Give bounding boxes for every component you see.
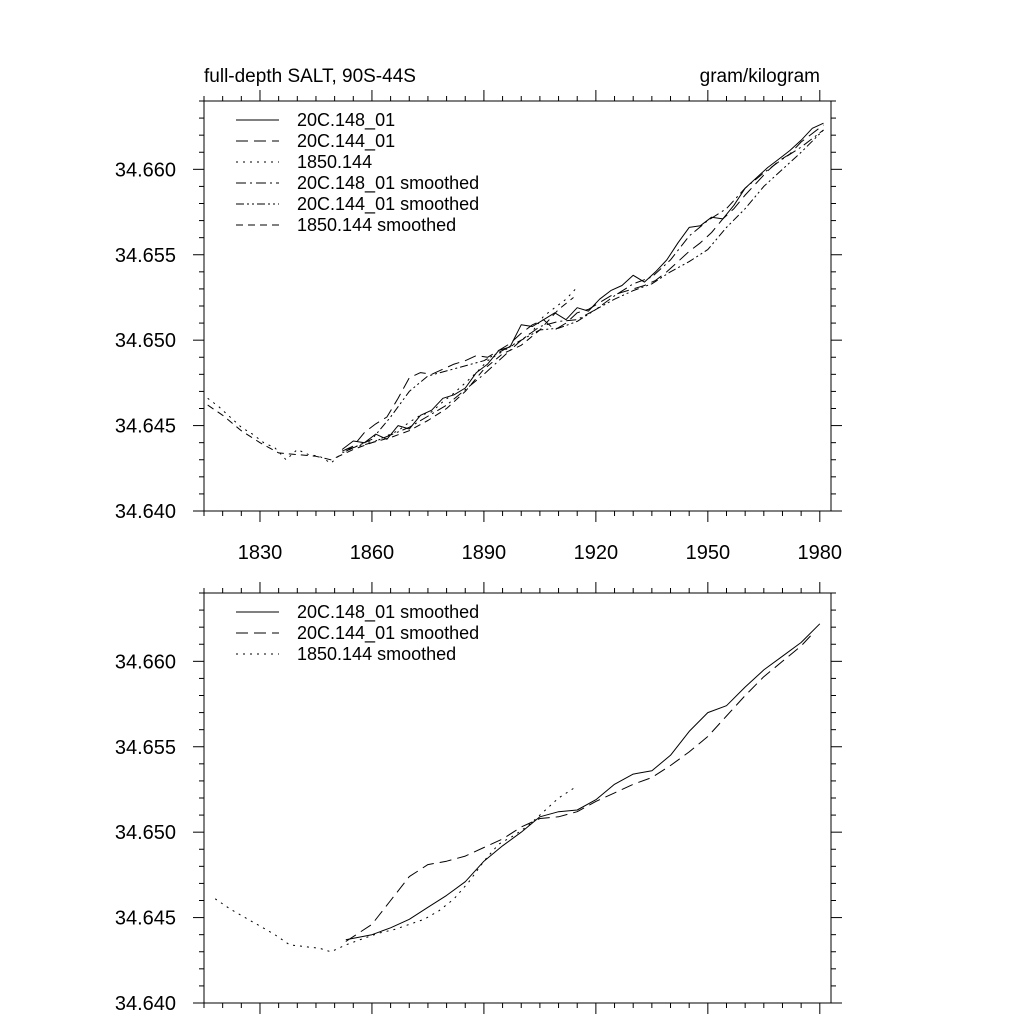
series-line-20c-144-01 — [341, 124, 824, 452]
series-line-20c-148-01-smoothed — [345, 623, 821, 941]
series-line-20c-148-01 — [341, 122, 824, 450]
units-label: gram/kilogram — [700, 66, 820, 87]
x-axis — [203, 582, 821, 1014]
y-tick-label: 34.650 — [115, 330, 176, 352]
y-tick-label: 34.650 — [115, 822, 176, 844]
series-layer — [214, 623, 821, 953]
y-axis: 34.640 34.645 34.650 34.655 34.660 — [115, 592, 842, 1015]
x-tick-label: 1920 — [574, 542, 619, 564]
x-tick-label: 1830 — [238, 542, 283, 564]
legend-label: 20C.148_01 — [297, 110, 395, 131]
legend-label: 20C.144_01 — [297, 131, 395, 152]
y-tick-label: 34.645 — [115, 908, 176, 930]
legend-label: 20C.148_01 smoothed — [297, 173, 479, 194]
top-panel: full-depth SALT, 90S-44S gram/kilogram 3… — [115, 66, 842, 564]
series-line-1850-144-smoothed — [214, 785, 578, 953]
y-tick-label: 34.655 — [115, 245, 176, 267]
series-line-20c-148-01-smoothed — [345, 129, 824, 450]
bottom-panel: 34.640 34.645 34.650 34.655 34.660 20C.148_0… — [115, 582, 842, 1015]
y-tick-label: 34.660 — [115, 159, 176, 181]
y-axis: 34.640 34.645 34.650 34.655 34.660 — [115, 100, 842, 523]
y-tick-label: 34.655 — [115, 737, 176, 759]
y-tick-label: 34.660 — [115, 651, 176, 673]
legend-label: 20C.144_01 smoothed — [297, 194, 479, 215]
x-tick-label: 1980 — [798, 542, 843, 564]
series-line-1850-144 — [207, 286, 578, 464]
legend-label: 1850.144 smoothed — [297, 644, 456, 664]
legend-label: 1850.144 smoothed — [297, 215, 456, 235]
x-tick-label: 1860 — [350, 542, 395, 564]
y-tick-label: 34.640 — [115, 993, 176, 1015]
legend-label: 20C.144_01 smoothed — [297, 623, 479, 644]
y-tick-label: 34.645 — [115, 416, 176, 438]
legend-label: 1850.144 — [297, 152, 372, 172]
x-tick-label: 1890 — [462, 542, 507, 564]
y-tick-label: 34.640 — [115, 501, 176, 523]
series-line-20c-144-01-smoothed — [345, 633, 813, 942]
x-tick-label: 1950 — [686, 542, 731, 564]
x-axis: 1830 1860 1890 1920 1950 1980 — [203, 90, 843, 564]
series-layer — [207, 122, 824, 464]
legend-label: 20C.148_01 smoothed — [297, 602, 479, 623]
series-line-20c-144-01-smoothed — [345, 129, 824, 452]
chart-title: full-depth SALT, 90S-44S — [204, 66, 416, 87]
